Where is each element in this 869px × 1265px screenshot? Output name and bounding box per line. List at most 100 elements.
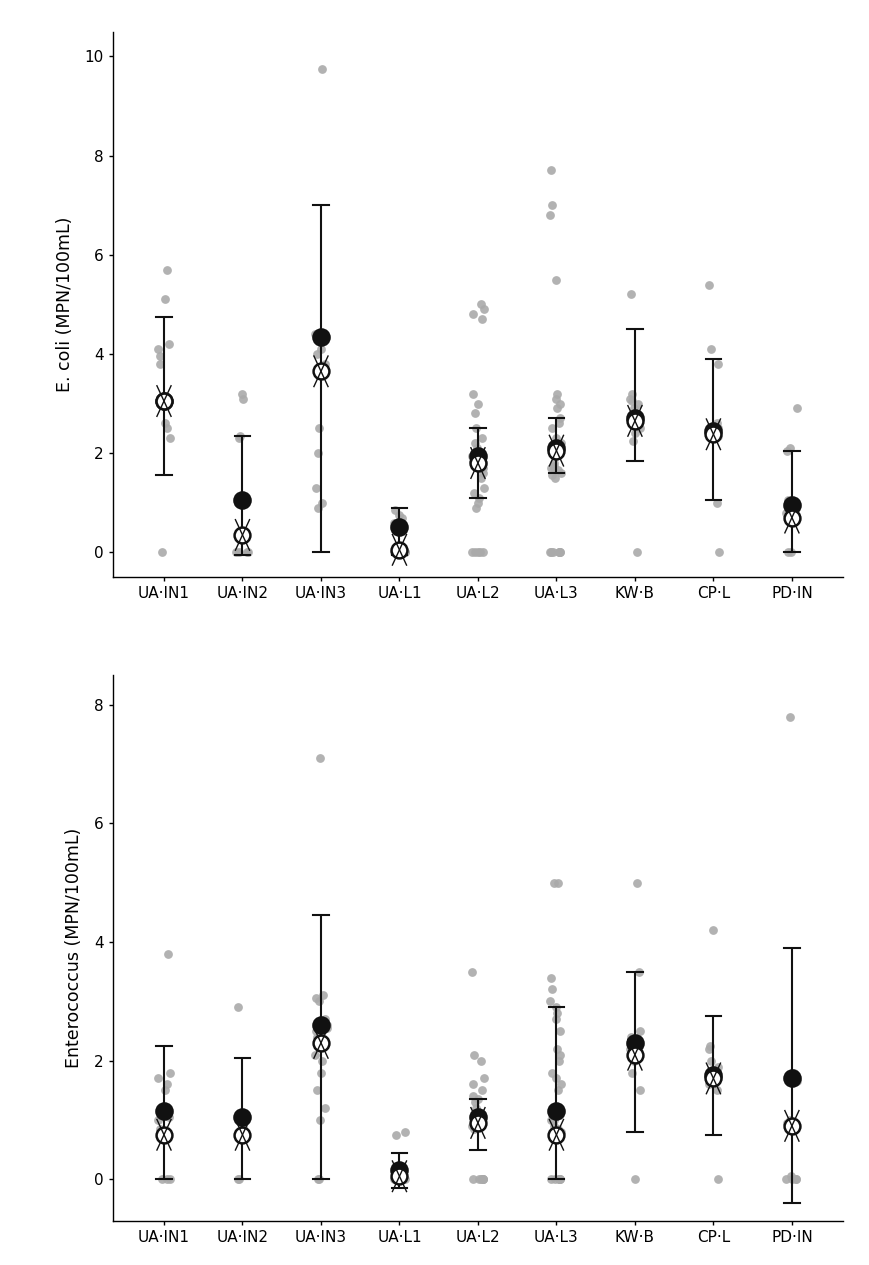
Point bbox=[706, 424, 720, 444]
Point bbox=[472, 487, 486, 507]
Point bbox=[242, 543, 255, 563]
Point bbox=[554, 543, 567, 563]
Point bbox=[553, 409, 567, 429]
Point bbox=[546, 543, 560, 563]
Point bbox=[312, 1169, 326, 1189]
Point bbox=[552, 1169, 566, 1189]
Point bbox=[237, 1104, 251, 1125]
Point bbox=[472, 1169, 486, 1189]
Point bbox=[153, 347, 167, 367]
Point bbox=[791, 398, 805, 419]
Point bbox=[476, 458, 490, 478]
Point bbox=[163, 1063, 177, 1083]
Point bbox=[544, 1109, 558, 1130]
Point bbox=[315, 1063, 328, 1083]
Point bbox=[312, 419, 326, 439]
Point bbox=[314, 362, 328, 382]
Point bbox=[388, 543, 402, 563]
Point bbox=[392, 505, 406, 525]
Point bbox=[465, 961, 479, 982]
Point bbox=[235, 1107, 249, 1127]
Point bbox=[543, 543, 557, 563]
Point bbox=[547, 873, 561, 893]
Point bbox=[783, 1109, 797, 1130]
Point bbox=[625, 1063, 639, 1083]
Point bbox=[156, 543, 169, 563]
Point bbox=[156, 1169, 169, 1189]
Point bbox=[704, 1050, 718, 1070]
Point bbox=[466, 1074, 480, 1094]
Point bbox=[544, 543, 558, 563]
Point bbox=[158, 1125, 172, 1145]
Point bbox=[554, 433, 568, 453]
Point bbox=[634, 419, 647, 439]
Point bbox=[626, 430, 640, 450]
Point bbox=[388, 1169, 401, 1189]
Point bbox=[387, 543, 401, 563]
Point bbox=[472, 393, 486, 414]
Point bbox=[544, 968, 558, 988]
Point bbox=[552, 414, 566, 434]
Point bbox=[476, 1169, 490, 1189]
Point bbox=[701, 1039, 715, 1059]
Point bbox=[471, 1113, 485, 1133]
Point bbox=[625, 1041, 639, 1061]
Point bbox=[779, 502, 793, 522]
Point bbox=[628, 424, 642, 444]
Point bbox=[468, 1107, 482, 1127]
Point bbox=[151, 1109, 165, 1130]
Point bbox=[549, 1125, 563, 1145]
Point bbox=[624, 1027, 638, 1047]
Point bbox=[783, 438, 797, 458]
Point bbox=[465, 445, 479, 466]
Point bbox=[393, 1157, 407, 1178]
Point bbox=[231, 492, 245, 512]
Point bbox=[310, 344, 324, 364]
Point bbox=[632, 961, 646, 982]
Point bbox=[553, 1021, 567, 1041]
Point bbox=[627, 398, 640, 419]
Point bbox=[547, 1104, 561, 1125]
Point bbox=[160, 1074, 174, 1094]
Point bbox=[547, 455, 561, 476]
Point bbox=[790, 1169, 804, 1189]
Point bbox=[393, 517, 407, 538]
Point bbox=[468, 404, 482, 424]
Point bbox=[630, 873, 644, 893]
Point bbox=[547, 458, 561, 478]
Point bbox=[627, 1050, 640, 1070]
Point bbox=[475, 1104, 489, 1125]
Point bbox=[475, 428, 489, 448]
Point bbox=[157, 1101, 171, 1121]
Point bbox=[706, 1069, 720, 1089]
Point bbox=[706, 421, 720, 441]
Point bbox=[469, 1098, 483, 1118]
Point bbox=[320, 1015, 334, 1035]
Point bbox=[712, 354, 726, 374]
Point bbox=[465, 1116, 479, 1136]
Point bbox=[625, 391, 639, 411]
Point bbox=[634, 1080, 647, 1101]
Point bbox=[316, 985, 330, 1006]
Point bbox=[315, 1032, 329, 1052]
Point bbox=[626, 383, 640, 404]
Point bbox=[233, 1107, 247, 1127]
Point bbox=[545, 419, 559, 439]
Point bbox=[545, 195, 559, 215]
Point bbox=[320, 1018, 334, 1039]
Point bbox=[231, 997, 245, 1017]
Point bbox=[235, 1116, 249, 1136]
Point bbox=[317, 1098, 331, 1118]
Point bbox=[163, 428, 176, 448]
Point bbox=[467, 1087, 481, 1107]
Point bbox=[315, 339, 328, 359]
Point bbox=[781, 490, 795, 510]
Point bbox=[395, 1166, 408, 1187]
Point bbox=[311, 497, 325, 517]
Point bbox=[160, 259, 174, 280]
Point bbox=[553, 543, 567, 563]
Point bbox=[551, 460, 565, 481]
Point bbox=[468, 1092, 482, 1112]
Point bbox=[544, 161, 558, 181]
Point bbox=[162, 1107, 176, 1127]
